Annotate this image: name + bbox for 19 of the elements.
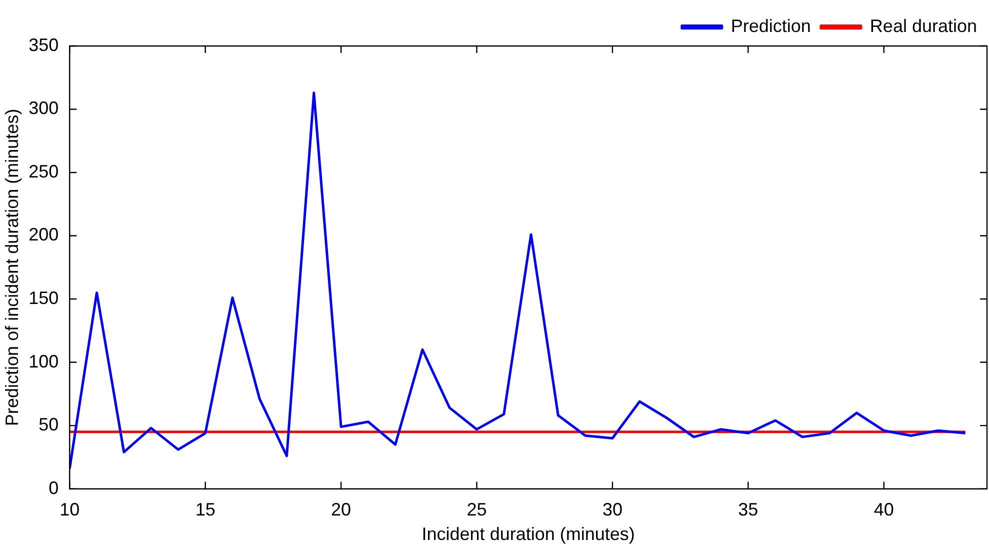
x-tick-label: 30 xyxy=(602,500,622,520)
y-axis-title: Prediction of incident duration (minutes) xyxy=(2,108,22,426)
x-tick-label: 20 xyxy=(331,500,352,520)
y-tick-label: 50 xyxy=(38,414,59,435)
x-axis-title: Incident duration (minutes) xyxy=(422,524,635,544)
legend-label: Prediction xyxy=(730,16,811,36)
y-tick-label: 100 xyxy=(28,351,59,372)
y-tick-label: 350 xyxy=(28,34,59,55)
y-tick-label: 200 xyxy=(28,224,59,245)
y-tick-label: 300 xyxy=(28,98,59,118)
x-tick-label: 40 xyxy=(874,500,894,520)
x-tick-label: 25 xyxy=(466,500,487,520)
legend-label: Real duration xyxy=(870,16,978,36)
y-tick-label: 150 xyxy=(28,288,59,308)
x-tick-label: 10 xyxy=(60,500,80,520)
x-tick-label: 15 xyxy=(195,500,216,520)
y-tick-label: 250 xyxy=(28,161,59,182)
x-tick-label: 35 xyxy=(738,500,758,520)
y-tick-label: 0 xyxy=(48,478,59,498)
